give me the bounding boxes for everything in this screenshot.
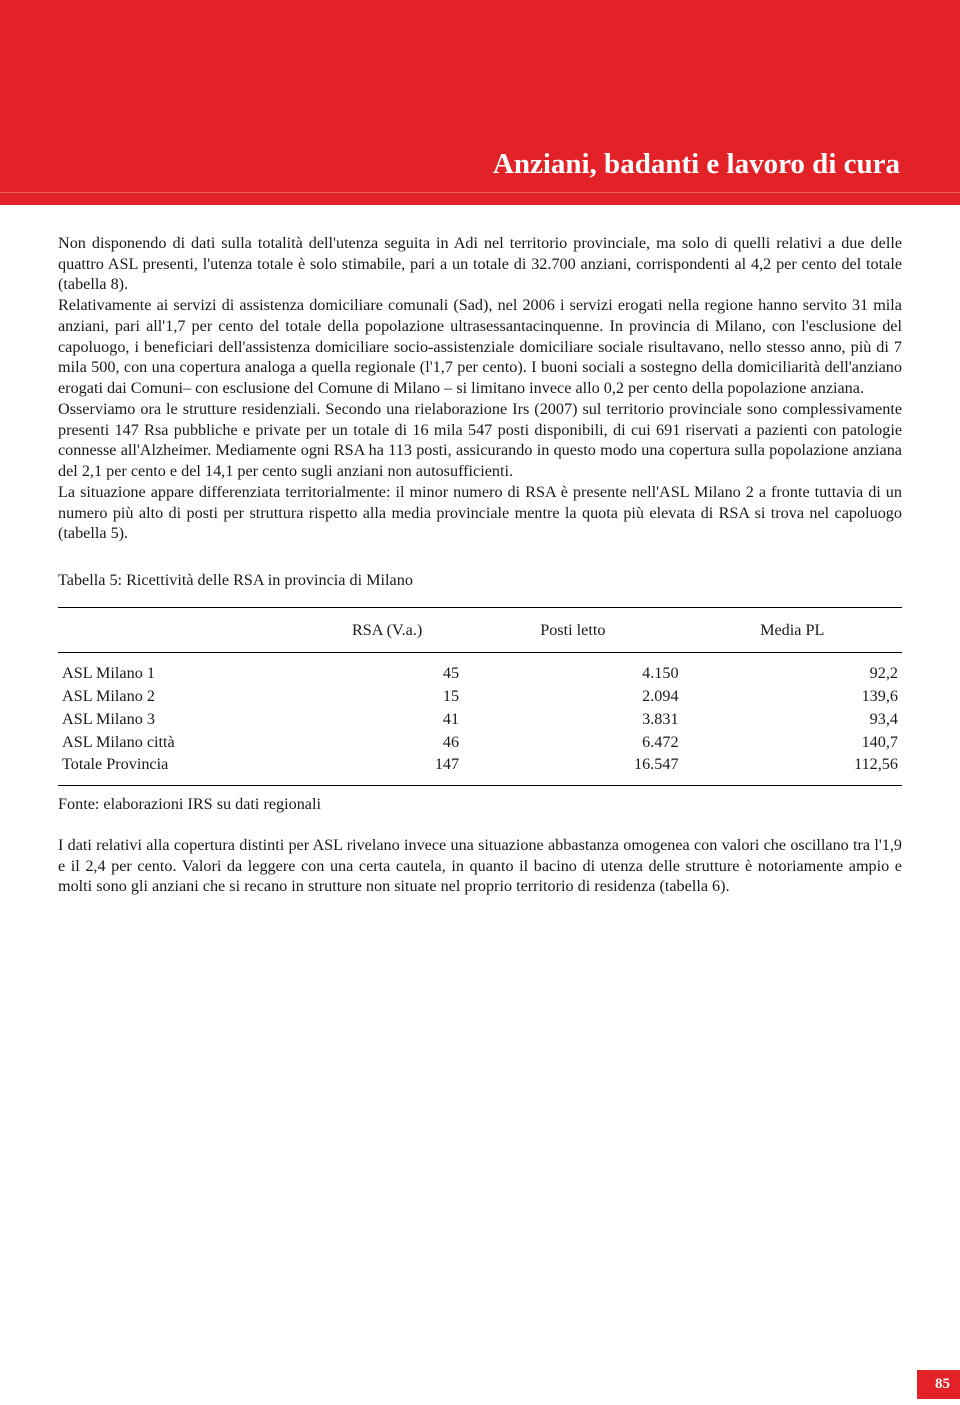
- table5-col-2: Posti letto: [463, 607, 682, 653]
- cell: 41: [311, 708, 463, 731]
- paragraph-5: I dati relativi alla copertura distinti …: [58, 835, 902, 897]
- table-row: ASL Milano 1 45 4.150 92,2: [58, 653, 902, 685]
- cell: 147: [311, 753, 463, 785]
- cell: 3.831: [463, 708, 682, 731]
- cell: 92,2: [683, 653, 902, 685]
- table5-col-1: RSA (V.a.): [311, 607, 463, 653]
- cell: 93,4: [683, 708, 902, 731]
- table5-caption: Tabella 5: Ricettività delle RSA in prov…: [58, 570, 902, 591]
- cell: 2.094: [463, 685, 682, 708]
- cell: ASL Milano 2: [58, 685, 311, 708]
- cell: ASL Milano 3: [58, 708, 311, 731]
- cell: ASL Milano 1: [58, 653, 311, 685]
- table5-source: Fonte: elaborazioni IRS su dati regional…: [58, 786, 902, 815]
- cell: Totale Provincia: [58, 753, 311, 785]
- cell: 4.150: [463, 653, 682, 685]
- cell: 140,7: [683, 731, 902, 754]
- table-row: Totale Provincia 147 16.547 112,56: [58, 753, 902, 785]
- cell: 46: [311, 731, 463, 754]
- page-number: 85: [917, 1370, 960, 1399]
- header-band: Anziani, badanti e lavoro di cura: [0, 0, 960, 205]
- table-row: ASL Milano 3 41 3.831 93,4: [58, 708, 902, 731]
- table-row: ASL Milano 2 15 2.094 139,6: [58, 685, 902, 708]
- cell: 112,56: [683, 753, 902, 785]
- cell: 6.472: [463, 731, 682, 754]
- table5-col-0: [58, 607, 311, 653]
- cell: 15: [311, 685, 463, 708]
- table-row: ASL Milano città 46 6.472 140,7: [58, 731, 902, 754]
- page-title: Anziani, badanti e lavoro di cura: [493, 148, 900, 181]
- cell: ASL Milano città: [58, 731, 311, 754]
- cell: 45: [311, 653, 463, 685]
- paragraph-3: Osserviamo ora le strutture residenziali…: [58, 399, 902, 482]
- paragraph-4: La situazione appare differenziata terri…: [58, 482, 902, 544]
- header-divider: [0, 192, 960, 193]
- paragraph-2: Relativamente ai servizi di assistenza d…: [58, 295, 902, 399]
- table5: RSA (V.a.) Posti letto Media PL ASL Mila…: [58, 607, 902, 815]
- cell: 139,6: [683, 685, 902, 708]
- table5-col-3: Media PL: [683, 607, 902, 653]
- cell: 16.547: [463, 753, 682, 785]
- table5-source-row: Fonte: elaborazioni IRS su dati regional…: [58, 786, 902, 815]
- paragraph-1: Non disponendo di dati sulla totalità de…: [58, 233, 902, 295]
- body-content: Non disponendo di dati sulla totalità de…: [0, 205, 960, 897]
- table5-header-row: RSA (V.a.) Posti letto Media PL: [58, 607, 902, 653]
